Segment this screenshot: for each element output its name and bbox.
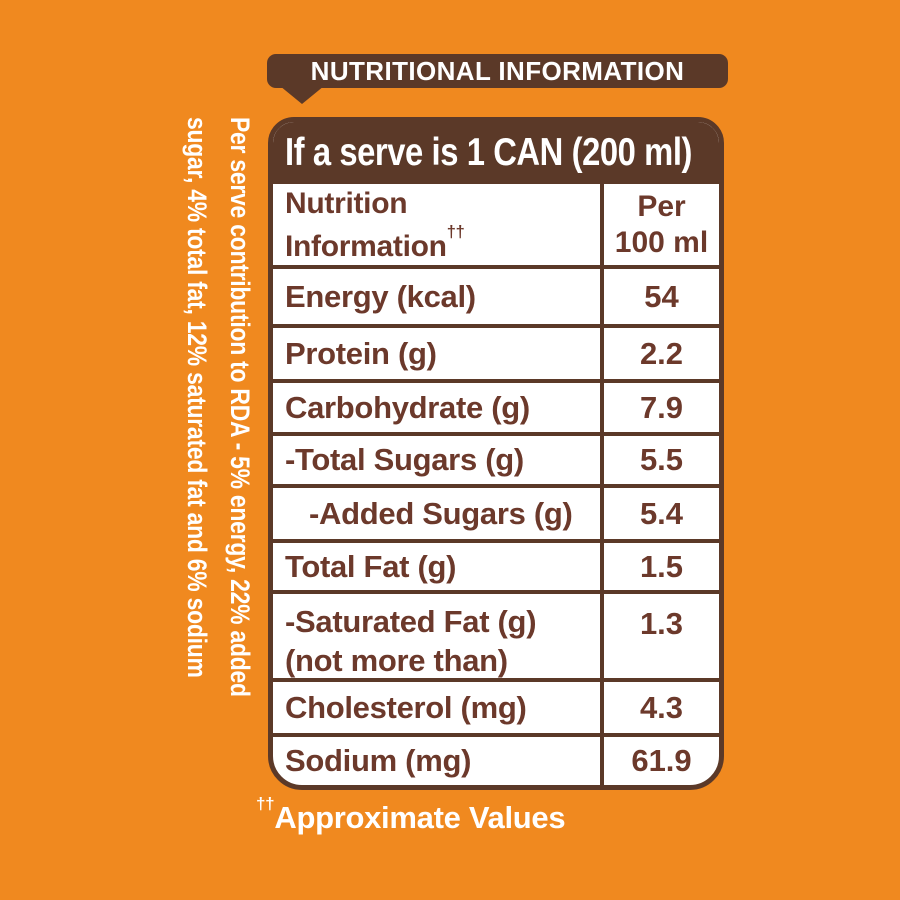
dagger-superscript: †† — [446, 223, 465, 242]
column-header-100ml: 100 ml — [614, 225, 709, 259]
row-label-text: Sodium (mg) — [285, 743, 472, 778]
row-label: Total Fat (g) — [273, 543, 604, 590]
row-label: Cholesterol (mg) — [273, 682, 604, 733]
row-sublabel-text: (not more than) — [285, 643, 508, 678]
rda-contribution-note: Per serve contribution to RDA - 5% energ… — [175, 117, 261, 697]
row-label-text: -Added Sugars (g) — [309, 495, 573, 531]
table-row-total-sugars: -Total Sugars (g) 5.5 — [273, 432, 719, 484]
column-header-per-100ml: Per 100 ml — [604, 184, 719, 265]
row-label: Carbohydrate (g) — [273, 383, 604, 432]
row-value: 4.3 — [639, 689, 684, 725]
row-label: -Total Sugars (g) — [273, 436, 604, 484]
row-value: 5.5 — [639, 442, 684, 477]
row-label-text: -Total Sugars (g) — [285, 442, 524, 477]
row-label: -Saturated Fat (g) (not more than) — [273, 594, 604, 678]
table-row-cholesterol: Cholesterol (mg) 4.3 — [273, 678, 719, 733]
footnote-text: Approximate Values — [274, 800, 566, 835]
rda-note-line2: sugar, 4% total fat, 12% saturated fat a… — [182, 117, 212, 678]
row-value: 61.9 — [631, 743, 692, 778]
footnote-dagger: †† — [256, 794, 275, 813]
row-label-text: Energy (kcal) — [285, 278, 476, 314]
row-value: 1.3 — [639, 606, 684, 641]
row-label-text: Cholesterol (mg) — [285, 689, 527, 725]
nutrition-table: If a serve is 1 CAN (200 ml) Nutrition I… — [268, 117, 724, 790]
serving-size-title: If a serve is 1 CAN (200 ml) — [285, 131, 693, 174]
row-label: -Added Sugars (g) — [273, 488, 604, 539]
row-label: Protein (g) — [273, 328, 604, 379]
table-row-protein: Protein (g) 2.2 — [273, 324, 719, 379]
rda-note-line1: Per serve contribution to RDA - 5% energ… — [225, 117, 255, 697]
column-header-nutrition: Nutrition Information†† — [273, 184, 604, 265]
table-row-carbohydrate: Carbohydrate (g) 7.9 — [273, 379, 719, 432]
column-header-per: Per — [637, 189, 686, 223]
table-row-energy: Energy (kcal) 54 — [273, 265, 719, 324]
row-value: 1.5 — [639, 548, 684, 584]
approximate-values-footnote: ††Approximate Values — [256, 794, 566, 836]
badge-tail-pointer — [280, 86, 324, 104]
row-label: Energy (kcal) — [273, 269, 604, 324]
table-header-row: Nutrition Information†† Per 100 ml — [273, 184, 719, 265]
row-value: 5.4 — [639, 495, 684, 531]
row-label-text: Protein (g) — [285, 335, 437, 371]
row-label-text: Total Fat (g) — [285, 548, 457, 584]
column-header-nutrition-line2: Information†† — [285, 222, 465, 265]
row-value: 54 — [644, 278, 679, 314]
row-label: Sodium (mg) — [273, 737, 604, 785]
table-row-added-sugars: -Added Sugars (g) 5.4 — [273, 484, 719, 539]
row-label-text: Carbohydrate (g) — [285, 389, 530, 425]
badge-title: NUTRITIONAL INFORMATION — [310, 55, 685, 86]
table-row-sodium: Sodium (mg) 61.9 — [273, 733, 719, 785]
table-row-saturated-fat: -Saturated Fat (g) (not more than) 1.3 — [273, 590, 719, 678]
column-header-nutrition-line1: Nutrition — [285, 186, 408, 220]
column-header-nutrition-word: Information — [285, 229, 447, 263]
serving-size-header: If a serve is 1 CAN (200 ml) — [273, 122, 719, 184]
row-value: 7.9 — [639, 389, 684, 425]
row-value: 2.2 — [639, 335, 684, 371]
row-label-text: -Saturated Fat (g) — [285, 604, 537, 639]
nutritional-information-badge: NUTRITIONAL INFORMATION — [267, 54, 728, 88]
table-row-total-fat: Total Fat (g) 1.5 — [273, 539, 719, 590]
